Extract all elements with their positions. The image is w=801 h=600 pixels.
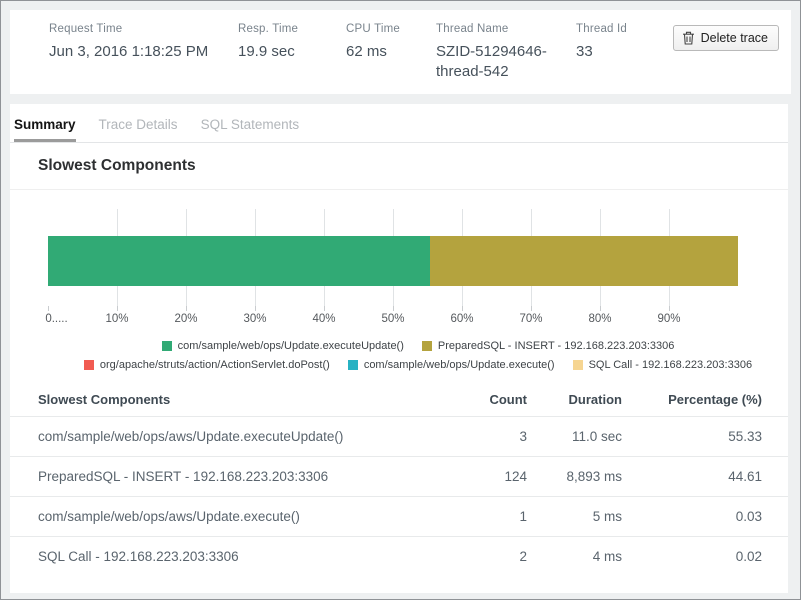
cell-duration: 11.0 sec (571, 429, 622, 444)
axis-tick-mark (48, 306, 49, 311)
cell-component: PreparedSQL - INSERT - 192.168.223.203:3… (38, 469, 329, 484)
table-row: SQL Call - 192.168.223.203:3306 2 4 ms 0.02 (10, 536, 788, 576)
legend-item[interactable]: com/sample/web/ops/Update.execute() (347, 359, 555, 371)
axis-tick-label: 80% (588, 313, 612, 325)
legend-swatch (347, 360, 358, 370)
section-title: Slowest Components (38, 157, 196, 174)
section-head: Slowest Components (10, 142, 788, 190)
field-value: 19.9 sec (238, 43, 295, 60)
legend-label: SQL Call - 192.168.223.203:3306 (588, 359, 753, 371)
legend-label: org/apache/struts/action/ActionServlet.d… (99, 359, 330, 371)
trace-fields: Request Time Jun 3, 2016 1:18:25 PM Resp. … (49, 23, 673, 83)
trace-field-cpu-time: CPU Time 62 ms (346, 23, 436, 83)
legend-swatch (83, 360, 94, 370)
axis-tick-label: 90% (657, 313, 681, 325)
trace-summary-card: Request Time Jun 3, 2016 1:18:25 PM Resp. … (10, 10, 791, 94)
trace-field-request-time: Request Time Jun 3, 2016 1:18:25 PM (49, 23, 238, 83)
column-header-component: Slowest Components (38, 392, 171, 407)
legend-label: com/sample/web/ops/Update.executeUpdate(… (177, 340, 404, 352)
cell-count: 2 (519, 549, 527, 564)
table-row: com/sample/web/ops/aws/Update.executeUpd… (10, 416, 788, 456)
column-header-percentage: Percentage (%) (668, 392, 762, 407)
axis-tick-mark (255, 306, 256, 311)
axis-tick-label: 0..... (45, 313, 68, 325)
tab-sql-statements[interactable]: SQL Statements (200, 117, 300, 132)
tab-summary[interactable]: Summary (14, 117, 76, 142)
cell-percentage: 55.33 (728, 429, 762, 444)
trace-field-thread-name: Thread Name SZID-51294646-thread-542 (436, 23, 576, 83)
cell-component: SQL Call - 192.168.223.203:3306 (38, 549, 239, 564)
chart-x-axis: 0..... 10% 20% 30% 40% 50% 60% 70% 80% 90% (45, 306, 738, 330)
legend-label: com/sample/web/ops/Update.execute() (363, 359, 555, 371)
trace-detail-panel: Summary Trace Details SQL Statements Slowe… (10, 104, 788, 593)
field-label: CPU Time (346, 23, 400, 35)
axis-tick-label: 40% (312, 313, 336, 325)
trace-field-thread-id: Thread Id 33 (576, 23, 673, 83)
cell-percentage: 0.02 (735, 549, 762, 564)
legend-swatch (421, 341, 432, 351)
delete-trace-label: Delete trace (700, 31, 768, 45)
cell-duration: 8,893 ms (566, 469, 622, 484)
field-label: Thread Name (436, 23, 509, 35)
table-row: com/sample/web/ops/aws/Update.execute() 1… (10, 496, 788, 536)
axis-tick-mark (669, 306, 670, 311)
chart-legend: com/sample/web/ops/Update.executeUpdate(… (48, 340, 788, 371)
cell-count: 3 (519, 429, 527, 444)
field-value: 62 ms (346, 43, 387, 60)
legend-swatch (161, 341, 172, 351)
tab-bar: Summary Trace Details SQL Statements (10, 104, 788, 142)
trace-field-resp-time: Resp. Time 19.9 sec (238, 23, 346, 83)
cell-duration: 5 ms (592, 509, 622, 524)
axis-tick-mark (186, 306, 187, 311)
chart-plot-area (48, 209, 738, 306)
slowest-components-table: Slowest Components Count Duration Percen… (10, 383, 788, 576)
slowest-components-chart: 0..... 10% 20% 30% 40% 50% 60% 70% 80% 90% com/sa… (10, 190, 788, 371)
table-row: PreparedSQL - INSERT - 192.168.223.203:3… (10, 456, 788, 496)
axis-tick-label: 20% (174, 313, 198, 325)
table-header-row: Slowest Components Count Duration Percen… (10, 383, 788, 416)
axis-tick-mark (117, 306, 118, 311)
legend-row: org/apache/struts/action/ActionServlet.d… (48, 359, 788, 371)
axis-tick-label: 70% (519, 313, 543, 325)
cell-duration: 4 ms (592, 549, 622, 564)
field-label: Thread Id (576, 23, 628, 35)
axis-tick-label: 50% (381, 313, 405, 325)
axis-tick-label: 10% (105, 313, 129, 325)
axis-tick-label: 30% (243, 313, 267, 325)
cell-percentage: 0.03 (735, 509, 762, 524)
legend-row: com/sample/web/ops/Update.executeUpdate(… (48, 340, 788, 352)
cell-component: com/sample/web/ops/aws/Update.executeUpd… (38, 429, 344, 444)
legend-item[interactable]: com/sample/web/ops/Update.executeUpdate(… (161, 340, 404, 352)
bar-segment[interactable] (48, 236, 430, 286)
bar-segment[interactable] (430, 236, 738, 286)
cell-percentage: 44.61 (728, 469, 762, 484)
cell-count: 124 (504, 469, 527, 484)
table-body: com/sample/web/ops/aws/Update.executeUpd… (10, 416, 788, 576)
axis-tick-mark (324, 306, 325, 311)
field-value: 33 (576, 43, 593, 60)
field-value: Jun 3, 2016 1:18:25 PM (49, 43, 209, 60)
field-value: SZID-51294646-thread-542 (436, 43, 547, 81)
cell-count: 1 (519, 509, 527, 524)
axis-tick-mark (462, 306, 463, 311)
delete-trace-button[interactable]: Delete trace (672, 25, 779, 51)
axis-tick-label: 60% (450, 313, 474, 325)
axis-tick-mark (393, 306, 394, 311)
legend-item[interactable]: org/apache/struts/action/ActionServlet.d… (83, 359, 330, 371)
legend-label: PreparedSQL - INSERT - 192.168.223.203:3… (437, 340, 675, 352)
legend-item[interactable]: SQL Call - 192.168.223.203:3306 (572, 359, 753, 371)
tab-trace-details[interactable]: Trace Details (98, 117, 178, 132)
cell-component: com/sample/web/ops/aws/Update.execute() (38, 509, 300, 524)
stacked-bar (48, 236, 738, 286)
legend-item[interactable]: PreparedSQL - INSERT - 192.168.223.203:3… (421, 340, 675, 352)
legend-swatch (572, 360, 583, 370)
trash-icon (682, 31, 695, 45)
column-header-duration: Duration (568, 392, 622, 407)
field-label: Request Time (49, 23, 123, 35)
field-label: Resp. Time (238, 23, 299, 35)
axis-tick-mark (531, 306, 532, 311)
column-header-count: Count (489, 392, 527, 407)
axis-tick-mark (600, 306, 601, 311)
